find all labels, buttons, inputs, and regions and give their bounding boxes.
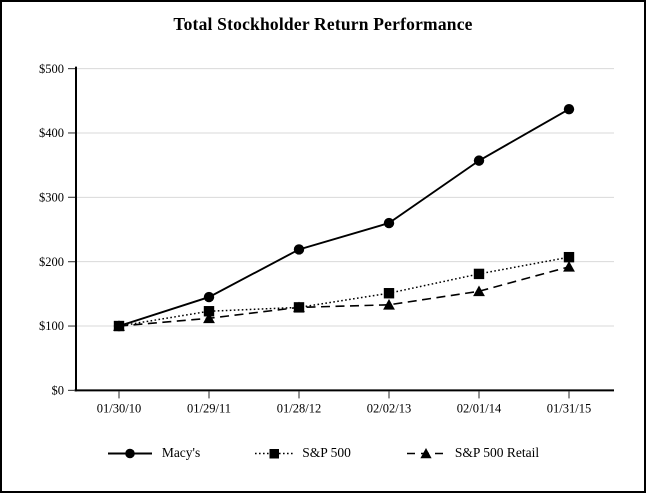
y-axis-label: $500 — [39, 62, 64, 76]
y-axis-label: $300 — [39, 191, 64, 205]
y-axis-label: $100 — [39, 319, 64, 333]
square-marker-icon — [563, 251, 575, 263]
series-line-s-p-500-retail — [118, 266, 570, 327]
series-macy-s — [113, 103, 575, 332]
triangle-marker-icon — [563, 261, 575, 272]
axis-labels: $0 $100 $200 $300 $400 $500 01/30/10 01/29/11 01… — [39, 62, 591, 416]
square-marker-icon — [383, 288, 395, 299]
y-gridlines — [76, 68, 614, 327]
legend-item-sp500: S&P 500 — [255, 445, 351, 461]
x-axis-label: 01/31/15 — [547, 401, 591, 415]
circle-marker-icon — [473, 155, 485, 166]
legend-item-macys: Macy's — [107, 445, 200, 461]
triangle-marker-icon — [406, 447, 446, 458]
circle-marker-icon — [563, 103, 575, 115]
circle-marker-icon — [383, 217, 395, 229]
triangle-marker-icon — [473, 285, 485, 297]
series-line-s-p-500 — [118, 256, 570, 327]
y-axis-label: $400 — [39, 126, 64, 140]
chart-title: Total Stockholder Return Performance — [173, 14, 473, 34]
square-marker-icon — [255, 448, 294, 458]
square-marker-icon — [203, 306, 215, 317]
chart-legend: Macy's S&P 500 S&P 500 Retail — [2, 445, 644, 461]
x-axis-label: 01/28/12 — [277, 401, 321, 415]
circle-marker-icon — [107, 448, 152, 458]
square-marker-icon — [473, 268, 485, 280]
triangle-marker-icon — [203, 312, 215, 324]
square-marker-icon — [113, 320, 125, 332]
y-axis-label: $0 — [52, 384, 65, 398]
legend-item-sp500-retail: S&P 500 Retail — [406, 445, 539, 461]
series-s-p-500 — [113, 251, 575, 332]
legend-label-sp500: S&P 500 — [302, 445, 351, 460]
axis-ticks — [68, 67, 570, 399]
series-line-macy-s — [118, 108, 570, 327]
y-axis-label: $200 — [39, 255, 64, 269]
series-s-p-500-retail — [113, 261, 575, 331]
legend-label-sp500-retail: S&P 500 Retail — [454, 445, 540, 460]
axes — [74, 66, 614, 392]
x-axis-label: 01/30/10 — [97, 401, 141, 415]
triangle-marker-icon — [383, 299, 395, 310]
x-axis-label: 02/02/13 — [367, 401, 411, 415]
x-axis-label: 02/01/14 — [457, 401, 502, 415]
legend-label-macys: Macy's — [161, 445, 201, 460]
circle-marker-icon — [203, 291, 215, 303]
circle-marker-icon — [293, 244, 305, 255]
x-axis-label: 01/29/11 — [187, 401, 231, 415]
square-marker-icon — [293, 302, 305, 313]
